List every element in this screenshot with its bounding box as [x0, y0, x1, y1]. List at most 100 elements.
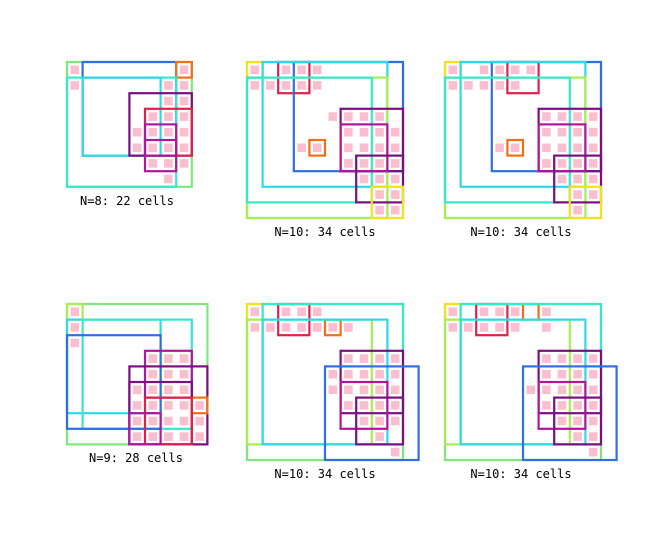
grid-cell: [573, 401, 582, 410]
grid-cell: [542, 401, 551, 410]
grid-cell: [148, 416, 158, 426]
grid-cell: [297, 307, 306, 317]
tile-square-teal: [245, 76, 373, 204]
grid-cell: [375, 205, 384, 215]
grid-cell: [148, 143, 158, 153]
tile-square-magenta: [143, 138, 178, 173]
grid-cell: [557, 159, 567, 168]
tile-square-cyan: [81, 76, 162, 157]
grid-cell: [344, 323, 353, 332]
grid-cell: [375, 174, 384, 184]
grid-cell: [542, 354, 551, 363]
grid-cell: [179, 127, 189, 137]
grid-cell: [588, 159, 598, 168]
grid-cell: [179, 96, 189, 106]
tile-square-purple: [355, 396, 405, 446]
grid-cell: [542, 112, 551, 121]
grid-cell: [164, 432, 173, 441]
grid-cell: [390, 174, 400, 184]
grid-cell: [448, 81, 458, 90]
grid-cell: [375, 416, 384, 426]
grid-cell: [359, 112, 369, 121]
grid-cell: [557, 354, 567, 363]
grid-cell: [510, 143, 520, 153]
grid-cell: [557, 174, 567, 184]
grid-cell: [148, 401, 158, 410]
grid-cell: [179, 401, 189, 410]
grid-cell: [266, 323, 275, 332]
grid-cell: [464, 81, 473, 90]
grid-cell: [359, 174, 369, 184]
tile-square-yellow: [568, 185, 603, 220]
grid-cell: [328, 369, 338, 379]
grid-cell: [390, 385, 400, 395]
grid-cell: [573, 190, 582, 199]
grid-cell: [375, 369, 384, 379]
grid-cell: [179, 159, 189, 168]
grid-cell: [390, 127, 400, 137]
grid-cell: [179, 143, 189, 153]
tiling-panel: N=10: 34 cells: [443, 302, 618, 481]
grid-cell: [588, 354, 598, 363]
tile-square-magenta: [537, 380, 587, 430]
grid-cell: [479, 307, 489, 317]
grid-cell: [375, 354, 384, 363]
tile-square-magenta: [339, 123, 389, 173]
grid-cell: [250, 65, 260, 75]
grid-cell: [495, 323, 504, 332]
tile-square-yellow: [370, 185, 405, 220]
grid-cell: [542, 323, 551, 332]
grid-cell: [70, 65, 80, 75]
grid-cell: [132, 143, 142, 153]
grid-cell: [344, 143, 353, 153]
grid-cell: [448, 307, 458, 317]
grid-cell: [479, 81, 489, 90]
tiling-panel: N=10: 34 cells: [443, 60, 603, 239]
grid-cell: [375, 127, 384, 137]
grid-cell: [328, 385, 338, 395]
grid-cell: [573, 159, 582, 168]
grid-cell: [510, 65, 520, 75]
grid-cell: [132, 432, 142, 441]
grid-cell: [281, 307, 291, 317]
grid-cell: [464, 323, 473, 332]
tile-square-red: [143, 396, 193, 446]
grid-cell: [390, 159, 400, 168]
grid-cell: [344, 354, 353, 363]
grid-cell: [164, 369, 173, 379]
grid-cell: [266, 81, 275, 90]
grid-cell: [526, 385, 536, 395]
panel-caption: N=8: 22 cells: [80, 194, 174, 208]
grid-cell: [250, 81, 260, 90]
grid-cell: [164, 416, 173, 426]
grid-cell: [557, 385, 567, 395]
grid-cell: [359, 159, 369, 168]
grid-cell: [375, 143, 384, 153]
tiling-panel: N=9: 28 cells: [65, 302, 209, 465]
grid-cell: [281, 81, 291, 90]
grid-cell: [557, 112, 567, 121]
grid-cell: [588, 143, 598, 153]
grid-cell: [312, 81, 322, 90]
grid-cell: [495, 65, 504, 75]
tile-square-magenta: [128, 412, 162, 446]
grid-cell: [164, 354, 173, 363]
tile-square-orange: [175, 60, 193, 79]
grid-cell: [164, 385, 173, 395]
tile-square-purple: [553, 154, 603, 204]
grid-cell: [588, 112, 598, 121]
panel-caption: N=10: 34 cells: [274, 467, 375, 481]
tile-square-magenta: [339, 380, 389, 430]
grid-cell: [344, 369, 353, 379]
panel-caption: N=9: 28 cells: [89, 451, 183, 465]
grid-cell: [573, 112, 582, 121]
grid-cell: [250, 323, 260, 332]
grid-cell: [573, 205, 582, 215]
tile-square-orange: [521, 302, 540, 321]
grid-cell: [557, 401, 567, 410]
grid-cell: [328, 323, 338, 332]
tile-square-blue: [323, 365, 420, 462]
grid-cell: [70, 323, 80, 332]
grid-cell: [375, 432, 384, 441]
